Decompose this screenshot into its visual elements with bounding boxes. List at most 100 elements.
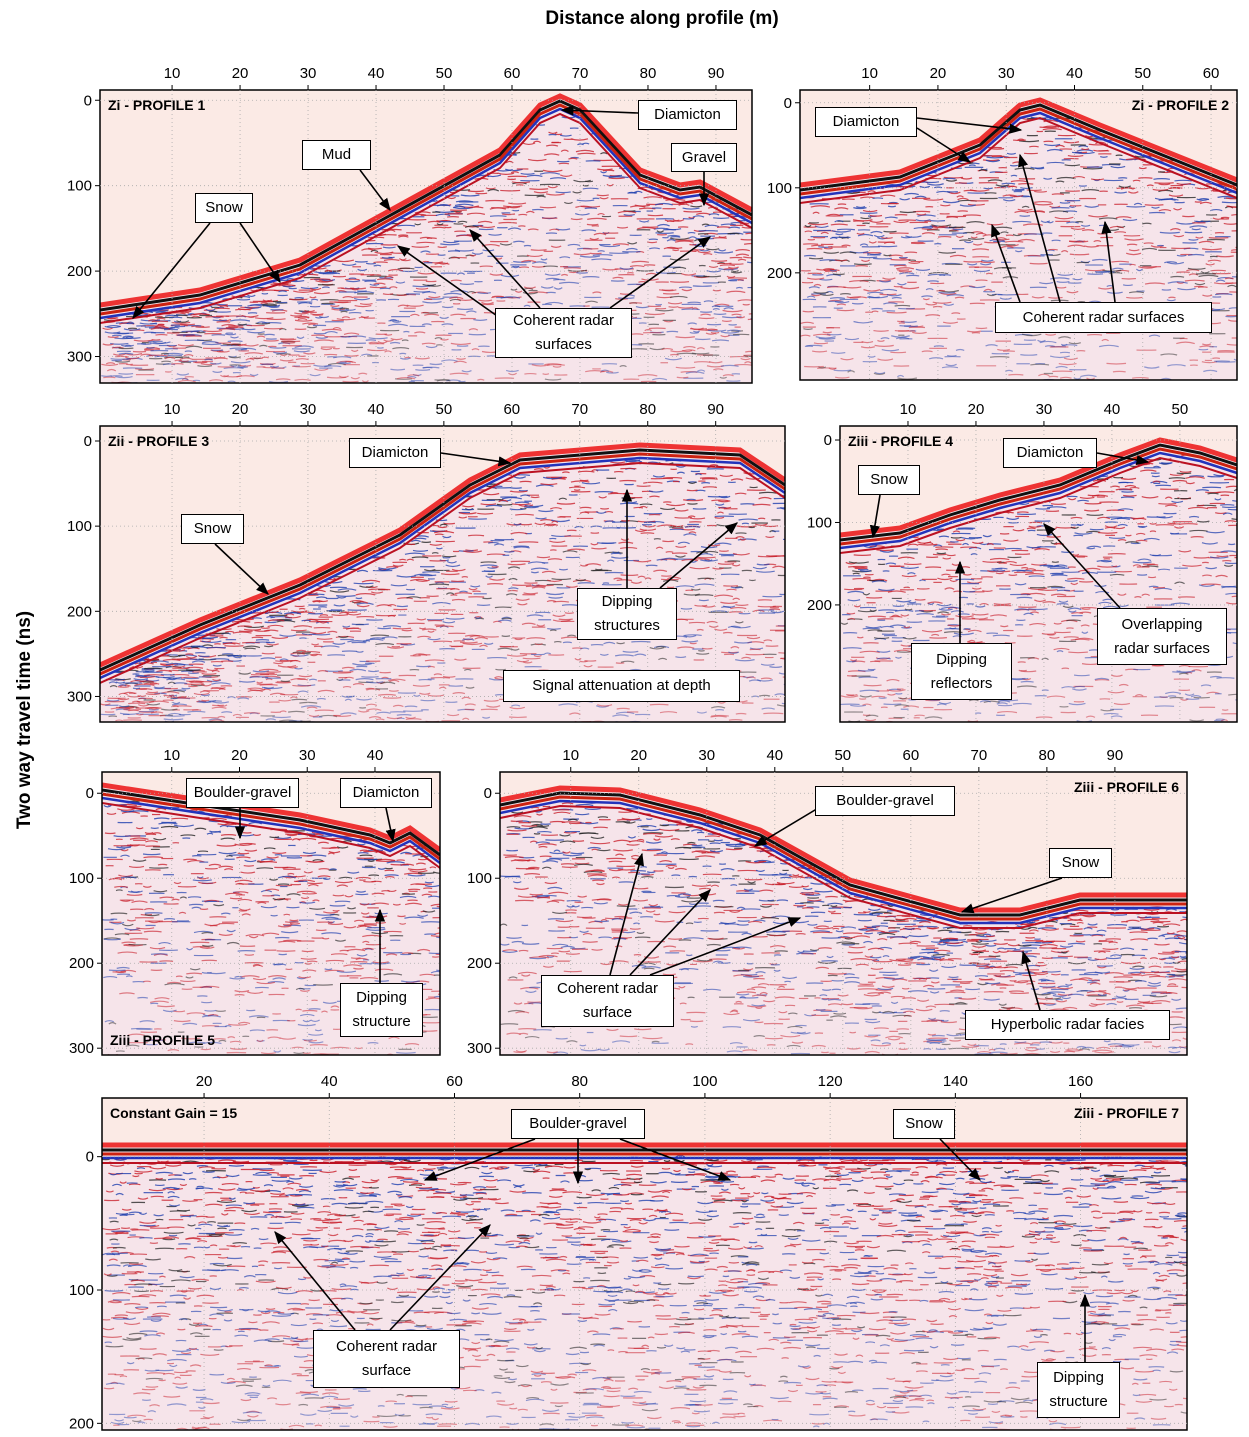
reflection (529, 189, 548, 190)
reflection (349, 730, 361, 731)
reflection (1234, 723, 1249, 724)
reflection (454, 231, 465, 232)
reflection (864, 685, 882, 686)
reflection (366, 263, 376, 264)
reflection (473, 387, 491, 388)
reflection (923, 730, 931, 731)
reflection (416, 666, 430, 667)
reflection (963, 215, 981, 216)
reflection (696, 276, 706, 277)
reflection (576, 273, 587, 274)
reflection (547, 629, 561, 630)
reflection (375, 728, 389, 729)
reflection (1030, 364, 1049, 365)
reflection (967, 387, 985, 388)
x-tick-label: 10 (164, 401, 181, 418)
reflection (477, 605, 490, 606)
reflection (1074, 675, 1090, 676)
reflection (907, 392, 927, 393)
reflection (225, 384, 234, 385)
reflection (1084, 724, 1103, 725)
reflection (397, 715, 412, 716)
reflection (156, 385, 175, 386)
reflection (1038, 590, 1058, 591)
reflection (1072, 152, 1082, 153)
reflection (713, 218, 729, 219)
reflection (399, 731, 413, 732)
reflection (729, 720, 742, 721)
reflection (320, 615, 328, 616)
reflection (206, 725, 215, 726)
reflection (687, 499, 696, 500)
reflection (641, 387, 648, 388)
reflection (685, 635, 702, 636)
x-tick-label: 80 (640, 65, 657, 82)
reflection (282, 730, 291, 731)
reflection (389, 691, 398, 692)
reflection (165, 730, 173, 731)
reflection (1133, 180, 1140, 181)
reflection (420, 575, 437, 576)
reflection (1121, 497, 1134, 498)
reflection (1017, 512, 1028, 513)
reflection (433, 641, 452, 642)
reflection (495, 607, 511, 608)
y-tick-label: 200 (767, 265, 792, 282)
reflection (357, 617, 375, 618)
reflection (373, 262, 387, 263)
reflection (518, 226, 525, 227)
reflection (785, 601, 799, 602)
reflection (695, 339, 710, 340)
reflection (172, 733, 182, 734)
reflection (399, 559, 405, 560)
reflection (878, 246, 897, 247)
reflection (969, 165, 975, 166)
reflection (393, 392, 404, 393)
reflection (743, 304, 750, 305)
reflection (734, 365, 751, 366)
reflection (327, 655, 345, 656)
reflection (190, 659, 204, 660)
reflection (116, 394, 130, 395)
reflection (1029, 146, 1038, 147)
reflection (1017, 597, 1033, 598)
reflection (557, 389, 565, 390)
reflection (1222, 729, 1231, 730)
reflection (1000, 390, 1015, 391)
reflection (1068, 652, 1088, 653)
reflection (1061, 552, 1074, 553)
reflection (951, 537, 961, 538)
reflection (1142, 223, 1151, 224)
reflection (878, 388, 887, 389)
reflection (890, 352, 906, 353)
reflection (161, 361, 170, 362)
reflection (1060, 352, 1070, 353)
reflection (688, 233, 696, 234)
reflection (752, 328, 771, 329)
reflection (185, 351, 192, 352)
reflection (1221, 217, 1229, 218)
reflection (1150, 531, 1156, 532)
reflection (925, 567, 941, 568)
reflection (163, 723, 177, 724)
reflection (983, 160, 999, 161)
reflection (101, 376, 111, 377)
reflection (824, 248, 833, 249)
reflection (670, 282, 689, 283)
reflection (502, 636, 510, 637)
reflection (736, 387, 750, 388)
reflection (666, 552, 674, 553)
reflection (904, 564, 921, 565)
reflection (621, 575, 639, 576)
reflection (463, 726, 482, 727)
reflection (155, 335, 167, 336)
reflection (291, 733, 306, 734)
reflection (1147, 564, 1158, 565)
reflection (763, 526, 778, 527)
reflection (832, 390, 849, 391)
reflection (1153, 730, 1163, 731)
reflection (184, 678, 200, 679)
reflection (553, 280, 565, 281)
reflection (536, 585, 553, 586)
reflection (289, 299, 307, 300)
